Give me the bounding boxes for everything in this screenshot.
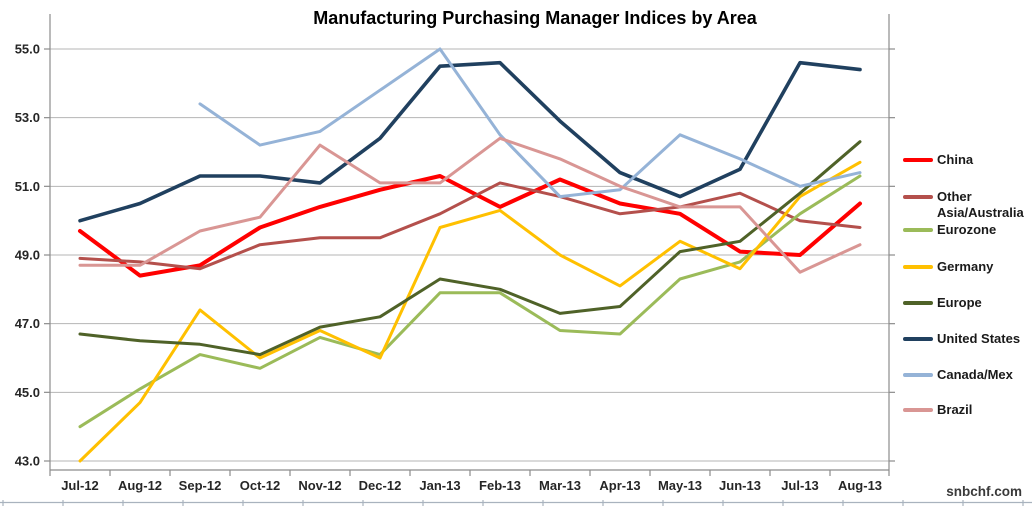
- series-line-europe: [78, 140, 862, 357]
- series-line-other-asia-australia: [78, 181, 862, 271]
- y-tick-label: 45.0: [15, 385, 40, 400]
- x-tick-label: Apr-13: [599, 478, 640, 493]
- x-tick-label: Sep-12: [179, 478, 222, 493]
- x-tick-label: Aug-13: [838, 478, 882, 493]
- y-tick-label: 51.0: [15, 179, 40, 194]
- series-line-germany: [78, 160, 862, 463]
- x-tick-label: Dec-12: [359, 478, 402, 493]
- y-tick-label: 47.0: [15, 316, 40, 331]
- y-tick-label: 43.0: [15, 454, 40, 469]
- y-tick-label: 49.0: [15, 248, 40, 263]
- series-line-eurozone: [78, 174, 862, 429]
- y-tick-label: 55.0: [15, 42, 40, 57]
- x-tick-label: Oct-12: [240, 478, 280, 493]
- x-tick-label: Nov-12: [298, 478, 341, 493]
- chart-title: Manufacturing Purchasing Manager Indices…: [313, 8, 757, 28]
- x-tick-label: Jun-13: [719, 478, 761, 493]
- series-line-china: [78, 174, 862, 278]
- x-tick-label: Jan-13: [419, 478, 460, 493]
- series-line-united-states: [78, 60, 862, 223]
- series-line-canada-mex: [198, 47, 862, 199]
- watermark: snbchf.com: [946, 484, 1022, 499]
- x-tick-label: Mar-13: [539, 478, 581, 493]
- x-tick-label: Jul-12: [61, 478, 99, 493]
- series-line-brazil: [78, 136, 862, 274]
- y-tick-label: 53.0: [15, 110, 40, 125]
- x-tick-label: Feb-13: [479, 478, 521, 493]
- x-tick-label: Aug-12: [118, 478, 162, 493]
- x-tick-label: Jul-13: [781, 478, 819, 493]
- x-tick-label: May-13: [658, 478, 702, 493]
